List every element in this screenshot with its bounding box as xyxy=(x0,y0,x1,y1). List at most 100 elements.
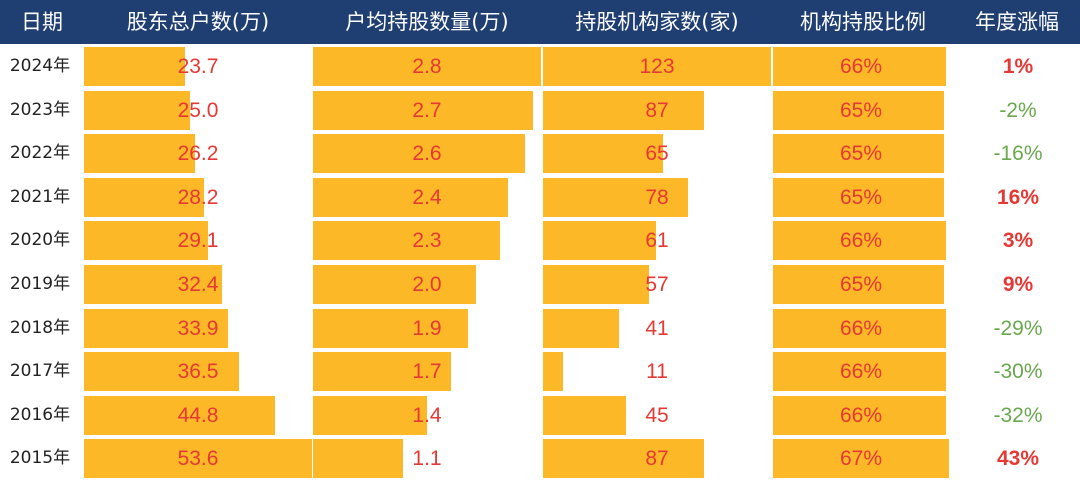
holders-value: 29.1 xyxy=(177,229,219,253)
institution-count-bar xyxy=(543,352,564,392)
institution-ratio-value: 66% xyxy=(839,360,883,384)
avg-holding-bar xyxy=(313,221,501,261)
institution-ratio-bar xyxy=(773,177,944,217)
avg-holding-bar xyxy=(313,308,468,348)
avg-holding-bar xyxy=(313,134,525,174)
holders-bar xyxy=(84,47,185,86)
institution-ratio-value: 66% xyxy=(839,55,883,78)
avg-holding-value: 1.4 xyxy=(412,403,442,427)
institution-count-value: 87 xyxy=(645,447,669,471)
avg-holding-bar xyxy=(313,47,541,86)
table-header: 日期 股东总户数(万) 户均持股数量(万) 持股机构家数(家) 机构持股比例 年… xyxy=(0,0,1080,44)
institution-count-value: 11 xyxy=(646,360,668,384)
annual-change-value: -32% xyxy=(993,403,1043,427)
row-label: 2018年 xyxy=(9,317,71,338)
institution-count-value: 123 xyxy=(639,55,675,78)
institution-ratio-bar xyxy=(773,308,947,348)
holders-value: 53.6 xyxy=(177,447,219,471)
avg-holding-value: 1.7 xyxy=(412,360,442,384)
avg-holding-value: 2.0 xyxy=(412,273,442,296)
institution-count-bar xyxy=(543,395,627,435)
holders-bar xyxy=(84,90,191,130)
holders-value: 26.2 xyxy=(177,142,219,166)
row-label: 2020年 xyxy=(9,230,71,251)
holders-bar xyxy=(84,265,222,304)
avg-holding-bar xyxy=(313,90,533,130)
institution-ratio-bar xyxy=(773,134,944,174)
header-institution-count: 持股机构家数(家) xyxy=(575,10,739,34)
institution-count-value: 78 xyxy=(645,185,669,209)
institution-count-bar xyxy=(543,134,664,174)
institution-ratio-bar xyxy=(773,439,949,479)
annual-change-value: -2% xyxy=(999,98,1037,122)
institution-ratio-value: 67% xyxy=(839,447,883,471)
annual-change-value: -29% xyxy=(993,316,1043,340)
avg-holding-bar xyxy=(313,352,452,392)
holders-value: 36.5 xyxy=(177,360,219,384)
institution-count-bar xyxy=(543,221,657,261)
annual-change-value: 16% xyxy=(996,185,1040,209)
institution-ratio-value: 65% xyxy=(839,98,883,122)
institution-count-bar xyxy=(543,439,705,479)
holders-value: 28.2 xyxy=(177,185,219,209)
avg-holding-value: 2.3 xyxy=(412,229,442,253)
institution-count-bar xyxy=(543,177,688,217)
avg-holding-value: 1.9 xyxy=(412,316,442,340)
holders-bar xyxy=(84,439,312,479)
institution-count-bar xyxy=(543,90,705,130)
holders-bar xyxy=(84,352,240,392)
institution-ratio-value: 66% xyxy=(839,229,883,253)
institution-count-value: 41 xyxy=(645,316,669,340)
holders-value: 25.0 xyxy=(177,98,219,122)
header-annual-change: 年度涨幅 xyxy=(975,10,1059,34)
avg-holding-value: 2.4 xyxy=(412,185,442,209)
annual-change-value: -30% xyxy=(993,360,1043,384)
holders-value: 33.9 xyxy=(177,316,219,340)
holders-bar xyxy=(84,221,208,261)
avg-holding-bar xyxy=(313,395,427,435)
annual-change-value: -16% xyxy=(993,142,1043,166)
row-label: 2016年 xyxy=(9,404,71,425)
institution-count-value: 87 xyxy=(645,98,669,122)
institution-ratio-bar xyxy=(773,90,944,130)
annual-change-value: 3% xyxy=(1002,229,1034,253)
institution-ratio-bar xyxy=(773,395,947,435)
header-avg-holding: 户均持股数量(万) xyxy=(345,10,509,34)
institution-count-value: 45 xyxy=(645,403,669,427)
avg-holding-value: 2.7 xyxy=(412,98,442,122)
holders-bar xyxy=(84,177,204,217)
avg-holding-bar xyxy=(313,265,476,304)
holders-value: 23.7 xyxy=(177,55,219,78)
institution-ratio-value: 65% xyxy=(839,185,883,209)
avg-holding-bar xyxy=(313,177,509,217)
institution-count-value: 57 xyxy=(645,273,669,296)
row-label: 2015年 xyxy=(9,448,71,469)
institution-count-bar xyxy=(543,308,619,348)
institution-count-value: 61 xyxy=(645,229,669,253)
row-label: 2023年 xyxy=(9,99,71,120)
header-holders: 股东总户数(万) xyxy=(126,10,270,34)
institution-ratio-value: 66% xyxy=(839,316,883,340)
avg-holding-bar xyxy=(313,439,403,479)
header-date: 日期 xyxy=(21,10,63,34)
institution-ratio-bar xyxy=(773,352,947,392)
institution-ratio-bar xyxy=(773,265,944,304)
avg-holding-value: 2.8 xyxy=(412,55,442,78)
row-label: 2019年 xyxy=(9,274,71,294)
institution-ratio-value: 66% xyxy=(839,403,883,427)
holders-value: 32.4 xyxy=(177,273,219,296)
holders-bar xyxy=(84,308,229,348)
holders-bar xyxy=(84,134,196,174)
annual-change-value: 43% xyxy=(996,447,1040,471)
row-label: 2017年 xyxy=(9,361,71,382)
institution-ratio-value: 65% xyxy=(839,142,883,166)
row-label: 2022年 xyxy=(9,143,71,164)
row-label: 2024年 xyxy=(9,56,71,76)
institution-ratio-value: 65% xyxy=(839,273,883,296)
header-institution-ratio: 机构持股比例 xyxy=(800,10,926,34)
institution-count-bar xyxy=(543,265,649,304)
avg-holding-value: 2.6 xyxy=(412,142,442,166)
annual-change-value: 1% xyxy=(1002,55,1034,78)
holders-value: 44.8 xyxy=(177,403,219,427)
